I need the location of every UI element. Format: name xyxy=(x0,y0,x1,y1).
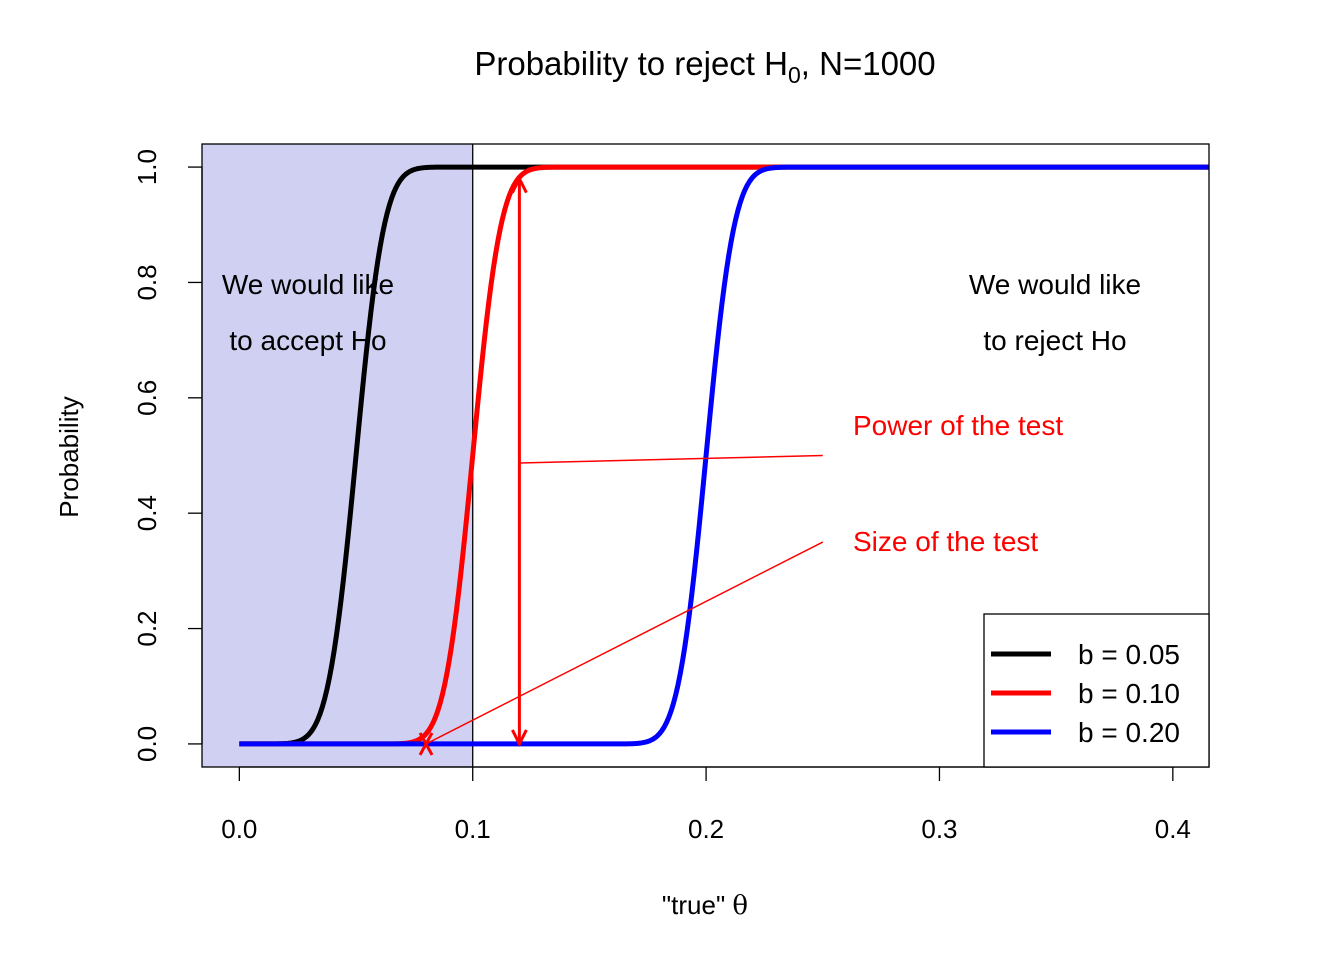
y-tick-label-2: 0.4 xyxy=(132,495,162,531)
accept-region-shading xyxy=(202,144,473,767)
power-label: Power of the test xyxy=(853,410,1063,441)
title-main: Probability to reject H xyxy=(474,45,788,82)
x-axis-label-text: "true" xyxy=(662,890,732,920)
power-pointer-line xyxy=(519,454,823,464)
accept-note-line2: to accept Ho xyxy=(229,325,386,356)
y-tick-label-5: 1.0 xyxy=(132,149,162,185)
x-tick-label-1: 0.1 xyxy=(455,814,491,844)
chart-title: Probability to reject H0, N=1000 xyxy=(474,45,935,88)
legend-label-2: b = 0.10 xyxy=(1078,678,1180,709)
y-tick-label-3: 0.6 xyxy=(132,380,162,416)
y-tick-label-1: 0.2 xyxy=(132,610,162,646)
axes-layer: 0.0 0.1 0.2 0.3 0.4 0.0 0.2 0.4 0.6 0.8 1.0 xyxy=(132,149,1191,844)
reject-note-line2: to reject Ho xyxy=(983,325,1126,356)
reject-note-line1: We would like xyxy=(969,269,1141,300)
x-axis-theta-symbol: θ xyxy=(732,891,748,921)
title-suffix: , N=1000 xyxy=(801,45,936,82)
curves-layer xyxy=(239,164,1210,747)
legend-label-1: b = 0.05 xyxy=(1078,639,1180,670)
y-tick-label-0: 0.0 xyxy=(132,726,162,762)
annotation-layer: We would like to accept Ho We would like to… xyxy=(222,175,1141,756)
legend: b = 0.05 b = 0.10 b = 0.20 xyxy=(983,613,1210,768)
size-marker xyxy=(418,732,434,756)
curve-series-3 xyxy=(239,164,1210,747)
x-tick-label-4: 0.4 xyxy=(1155,814,1191,844)
accept-note-line1: We would like xyxy=(222,269,394,300)
power-arrow-head-top xyxy=(511,175,528,194)
x-tick-label-3: 0.3 xyxy=(921,814,957,844)
x-tick-label-0: 0.0 xyxy=(221,814,257,844)
y-tick-label-4: 0.8 xyxy=(132,264,162,300)
title-subscript: 0 xyxy=(788,62,801,88)
size-label: Size of the test xyxy=(853,526,1038,557)
x-tick-label-2: 0.2 xyxy=(688,814,724,844)
x-axis-label: "true" θ xyxy=(662,890,748,921)
legend-label-3: b = 0.20 xyxy=(1078,717,1180,748)
size-pointer-line xyxy=(425,541,824,745)
power-arrow-head-bottom xyxy=(511,729,528,748)
y-axis-label: Probability xyxy=(54,396,84,517)
